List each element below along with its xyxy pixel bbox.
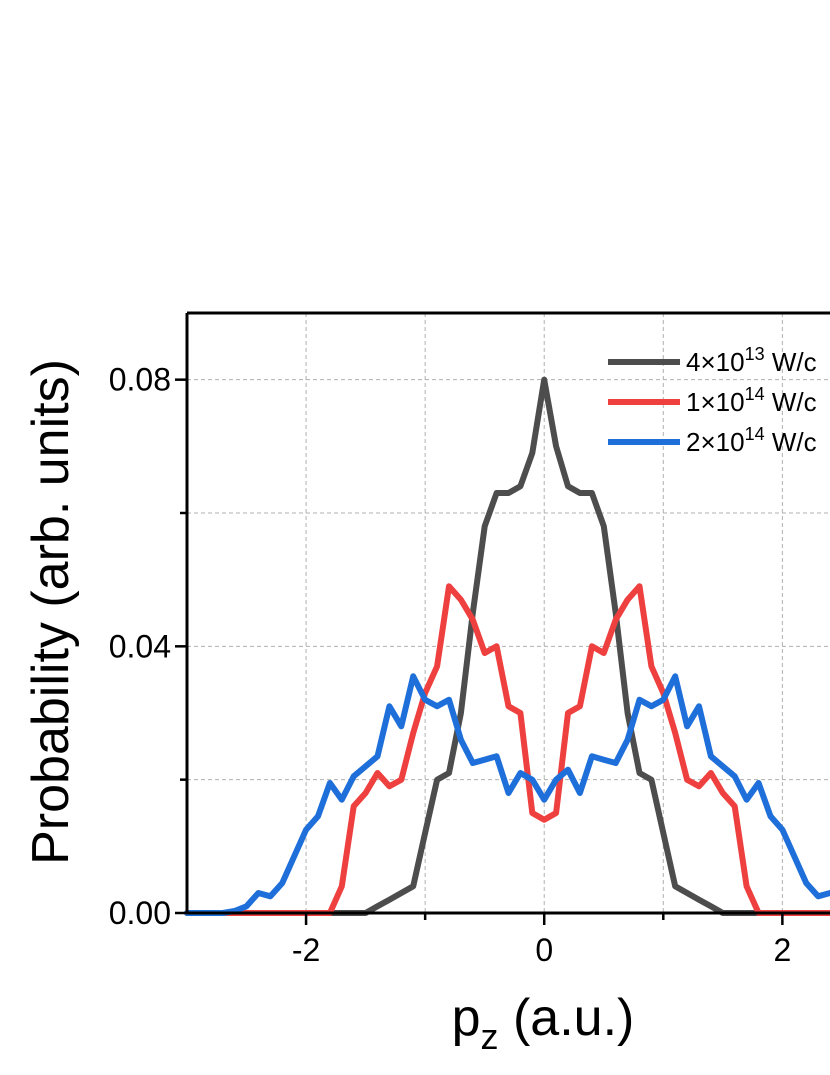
y-tick-label: 0.08 (109, 362, 171, 398)
axes (185, 311, 830, 915)
series-line-1 (184, 376, 830, 916)
ticks: -2 0 2 0.00 0.04 0.08 (109, 362, 792, 968)
legend-label-1: 4×1013 W/c (686, 344, 817, 377)
x-axis-title-suffix: (a.u.) (499, 989, 635, 1047)
legend: 4×1013 W/c 1×1014 W/c 2×1014 W/c (608, 344, 817, 457)
x-tick-label: 2 (773, 932, 791, 968)
y-tick-label: 0.04 (109, 628, 171, 664)
series-line-2 (184, 583, 830, 916)
y-tick-label: 0.00 (109, 895, 171, 931)
x-axis-title: pz (a.u.) (452, 989, 635, 1057)
series-layer (184, 376, 830, 916)
x-axis-title-main: p (452, 989, 481, 1047)
series-line-3 (184, 673, 830, 916)
x-axis-title-subscript: z (481, 1016, 499, 1057)
grid (187, 313, 830, 913)
y-axis-title: Probability (arb. units) (22, 359, 80, 865)
legend-label-2: 1×1014 W/c (686, 384, 817, 417)
x-tick-label: -2 (292, 932, 320, 968)
x-tick-label: 0 (535, 932, 553, 968)
legend-label-3: 2×1014 W/c (686, 424, 817, 457)
